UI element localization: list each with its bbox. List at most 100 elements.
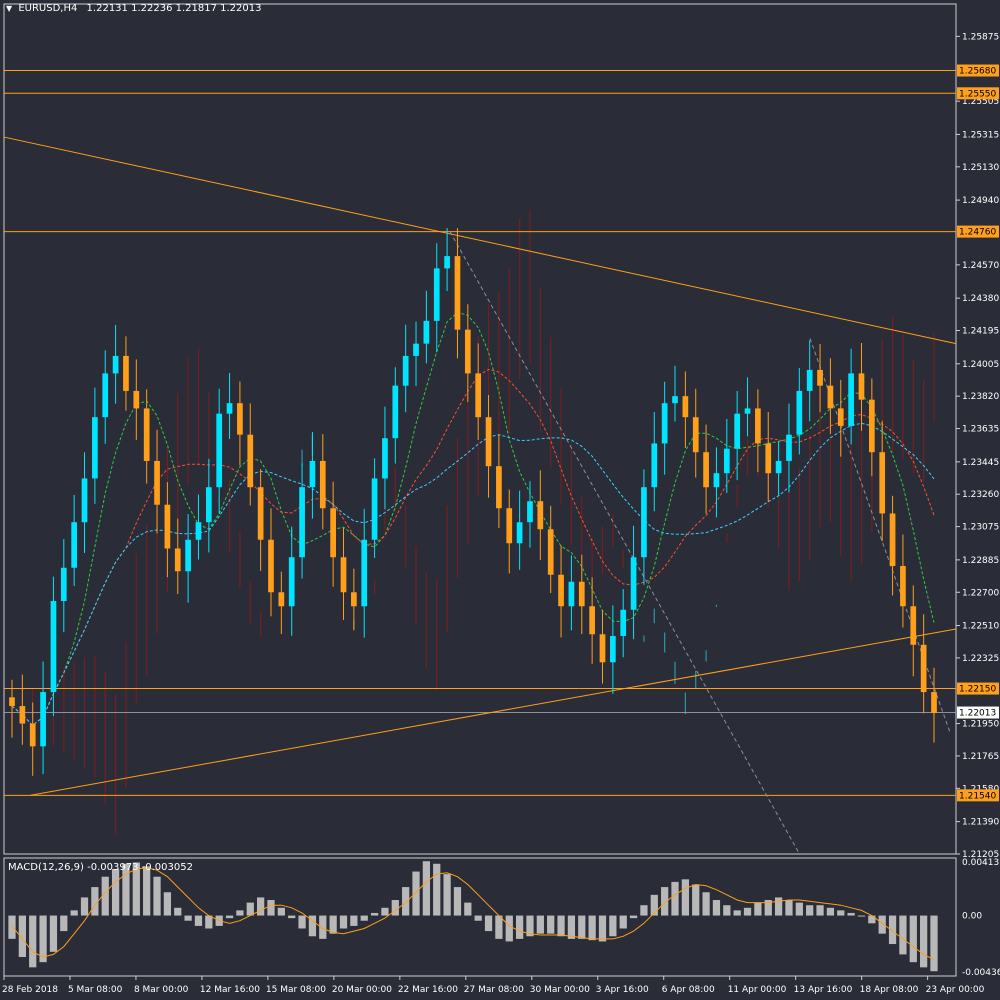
macd-histogram-bar xyxy=(640,905,648,916)
time-tick-label: 11 Apr 00:00 xyxy=(728,985,787,995)
trendline-dotted xyxy=(449,231,801,856)
macd-histogram-bar xyxy=(868,915,876,924)
candle-body xyxy=(288,557,295,607)
candle-body xyxy=(547,529,554,575)
macd-histogram-bar xyxy=(39,915,47,963)
candle-body xyxy=(268,539,274,593)
macd-histogram-bar xyxy=(671,881,679,916)
candle-body xyxy=(589,606,595,635)
moving-average-line xyxy=(11,368,935,726)
moving-average-line xyxy=(11,422,935,726)
time-tick-label: 22 Mar 16:00 xyxy=(398,985,458,995)
candle-body xyxy=(775,460,782,474)
macd-histogram-bar xyxy=(536,915,544,934)
price-tick-label: 1.23445 xyxy=(962,458,999,468)
macd-histogram-bar xyxy=(91,887,99,916)
macd-histogram-bar xyxy=(49,915,58,952)
dropdown-triangle-icon[interactable]: ▼ xyxy=(6,4,13,13)
macd-histogram-bar xyxy=(443,874,451,916)
macd-histogram-bar xyxy=(205,915,213,929)
candle-body xyxy=(879,452,886,514)
symbol-timeframe: EURUSD,H4 xyxy=(18,3,78,14)
candle-body xyxy=(796,390,803,435)
level-price-tag-text: 1.25680 xyxy=(959,67,996,77)
price-tick-label: 1.21765 xyxy=(962,752,999,762)
macd-histogram-bar xyxy=(122,863,130,916)
candle-body xyxy=(174,548,181,572)
macd-histogram-bar xyxy=(339,915,348,929)
time-tick-label: 18 Apr 08:00 xyxy=(860,985,919,995)
macd-histogram-bar xyxy=(288,915,296,919)
macd-histogram-bar xyxy=(194,915,203,926)
price-tick-label: 1.22510 xyxy=(962,622,999,632)
candle-body xyxy=(692,417,699,453)
macd-histogram-bar xyxy=(111,868,120,916)
macd-histogram-bar xyxy=(692,884,700,916)
macd-histogram-bar xyxy=(795,902,803,916)
candle-body xyxy=(185,539,191,572)
macd-histogram-bar xyxy=(308,915,317,937)
candle-body xyxy=(123,355,129,391)
candle-body xyxy=(247,434,254,488)
macd-histogram-bar xyxy=(567,915,576,939)
level-price-tag-text: 1.21540 xyxy=(959,791,996,801)
macd-indicator-label: MACD(12,26,9) -0.003973 -0.003052 xyxy=(8,862,193,873)
candle-body xyxy=(723,448,730,474)
macd-histogram-bar xyxy=(329,915,337,934)
candle-body xyxy=(433,268,440,321)
time-tick-label: 28 Feb 2018 xyxy=(2,985,58,995)
macd-histogram-bar xyxy=(723,905,731,916)
price-tick-label: 1.24195 xyxy=(962,327,999,337)
candle-body xyxy=(744,408,751,414)
macd-histogram-bar xyxy=(370,912,379,916)
time-tick-label: 30 Mar 00:00 xyxy=(530,985,590,995)
macd-histogram-bar xyxy=(381,907,389,916)
candle-body xyxy=(50,601,57,693)
trendline-upper xyxy=(3,136,957,345)
macd-histogram-bar xyxy=(70,910,78,916)
candle-body xyxy=(527,501,533,523)
macd-histogram-bar xyxy=(857,915,866,917)
candle-body xyxy=(475,373,482,418)
macd-tick-label: 0.004137 xyxy=(962,858,1000,868)
macd-histogram-bar xyxy=(650,894,658,916)
macd-histogram-bar xyxy=(474,915,482,921)
candle-body xyxy=(931,692,937,714)
macd-histogram-bar xyxy=(236,910,244,916)
candle-body xyxy=(630,557,637,610)
price-tick-label: 1.21950 xyxy=(962,720,999,730)
candle-body xyxy=(60,567,67,602)
candle-body xyxy=(703,452,709,488)
candle-body xyxy=(682,396,689,418)
price-tick-label: 1.25505 xyxy=(962,97,999,107)
macd-histogram-bar xyxy=(733,910,741,916)
macd-histogram-bar xyxy=(878,915,886,934)
candle-body xyxy=(910,606,917,645)
price-tick-label: 1.22700 xyxy=(962,588,999,598)
candle-body xyxy=(651,443,658,488)
candle-body xyxy=(765,443,772,474)
macd-tick-label: -0.00436 xyxy=(962,968,1000,978)
candle-body xyxy=(900,565,906,607)
macd-histogram-bar xyxy=(712,900,721,916)
price-tick-label: 1.24940 xyxy=(962,196,999,206)
candle-body xyxy=(278,592,285,607)
macd-histogram-bar xyxy=(80,897,89,916)
candle-body xyxy=(112,355,119,374)
chart-header: ▼ EURUSD,H4 1.22131 1.22236 1.21817 1.22… xyxy=(6,3,262,14)
candle-body xyxy=(413,343,419,356)
candle-body xyxy=(868,399,875,453)
macd-histogram-bar xyxy=(433,863,441,916)
candle-body xyxy=(216,413,223,488)
candle-body xyxy=(889,513,896,566)
price-tick-label: 1.25875 xyxy=(962,32,999,42)
time-tick-label: 5 Mar 08:00 xyxy=(68,985,123,995)
macd-histogram-bar xyxy=(826,907,835,916)
candle-body xyxy=(837,408,844,426)
candle-body xyxy=(568,581,575,607)
macd-histogram-bar xyxy=(702,892,710,916)
macd-histogram-bar xyxy=(505,915,513,942)
macd-histogram-bar xyxy=(143,866,151,916)
